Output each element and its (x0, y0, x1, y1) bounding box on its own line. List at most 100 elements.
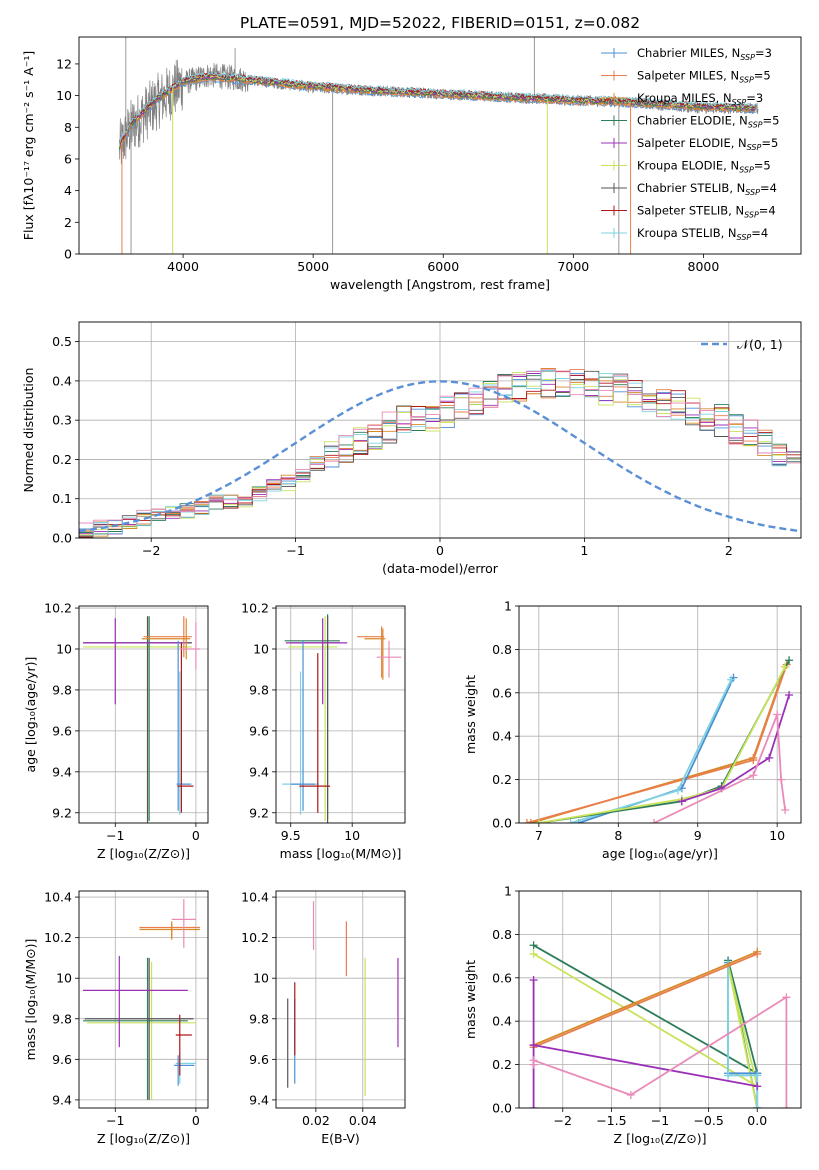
errorbar-point (175, 1014, 192, 1076)
y-tick-label: 9.4 (52, 1092, 72, 1107)
errorbar-point (179, 622, 200, 670)
spectrum-model-line (119, 72, 756, 145)
legend-label: Kroupa MILES, NSSP=3 (637, 91, 763, 107)
y-tick-label: 0.2 (492, 1057, 512, 1072)
spectrum-model-line (118, 71, 756, 146)
y-tick-label: 0.0 (492, 816, 512, 831)
weight-marker (773, 710, 782, 719)
weight-marker (781, 805, 790, 814)
y-tick-label: 10 (56, 641, 72, 656)
y-tick-label: 0.2 (52, 452, 72, 467)
axes-box (78, 890, 209, 1109)
weight-marker (781, 662, 790, 671)
histogram-step (79, 369, 801, 524)
weight-marker (749, 771, 758, 780)
figure-title: PLATE=0591, MJD=52022, FIBERID=0151, z=0… (240, 14, 640, 32)
weight-series-line (533, 950, 758, 1046)
y-tick-label: 9.8 (249, 1011, 269, 1026)
y-tick-label: 6 (64, 151, 72, 166)
x-tick-label: −0.5 (693, 1113, 723, 1128)
legend-label: Chabrier ELODIE, NSSP=5 (637, 114, 779, 130)
weight-marker (529, 949, 538, 958)
x-tick-label: −1 (106, 1113, 124, 1128)
panel-mass-vs-Z: −1 0 9.4 9.6 9.8 10 10.2 10.4 Z [log₁₀(Z/Z⊙)] mas… (23, 890, 209, 1146)
errorbar-point (357, 626, 385, 678)
y-tick-label: 9.2 (249, 805, 269, 820)
panel-residuals: −2 −1 0 1 2 0.0 0.1 0.2 0.3 0.4 0.5 (data-model)/er… (21, 321, 802, 576)
y-axis-label: mass weight (463, 960, 478, 1039)
y-tick-label: 12 (56, 56, 72, 71)
y-tick-label: 0.0 (492, 1101, 512, 1116)
x-tick-label: 1 (580, 543, 588, 558)
weight-marker (566, 819, 575, 823)
panel-weight-vs-Z: −2 −1.5 −1 −0.5 0.0 0.0 0.2 0.4 0.6 0.8 1 Z [log₁₀(… (463, 884, 802, 1146)
errorbar-point (171, 899, 196, 948)
y-tick-label: 10 (56, 88, 72, 103)
y-tick-label: 10.2 (44, 601, 72, 616)
y-tick-label: 0.4 (492, 729, 512, 744)
y-tick-label: 10.4 (44, 890, 72, 905)
y-tick-label: 10 (56, 971, 72, 986)
legend-label: Chabrier MILES, NSSP=3 (637, 46, 772, 62)
x-axis-label: Z [log₁₀(Z/Z⊙)] (97, 846, 190, 861)
weight-marker (526, 819, 535, 823)
x-tick-label: −1 (106, 828, 124, 843)
errorbar-point (299, 653, 331, 813)
plot-area (118, 37, 759, 254)
x-axis-label: Z [log₁₀(Z/Z⊙)] (614, 1131, 707, 1146)
legend-label: Salpeter MILES, NSSP=5 (637, 69, 771, 85)
weight-series-line (727, 964, 759, 1108)
plot-area (282, 614, 402, 823)
errorbar-point (83, 957, 188, 1100)
x-tick-label: 5000 (297, 259, 329, 274)
y-tick-label: 0.1 (52, 491, 72, 506)
x-tick-label: 0 (192, 828, 200, 843)
panel-weight-vs-age: 7 8 9 10 0.0 0.2 0.4 0.6 0.8 1 age [log₁₀(age/yr)]… (463, 599, 802, 861)
x-tick-label: 9 (694, 828, 702, 843)
weight-marker (753, 949, 762, 958)
axes-box (275, 890, 406, 1109)
errorbar-point (174, 1055, 195, 1086)
y-tick-label: 8 (64, 120, 72, 135)
x-tick-label: −2 (142, 543, 160, 558)
weight-marker (749, 756, 758, 765)
x-tick-label: 10 (769, 828, 785, 843)
y-tick-label: 10.4 (241, 890, 269, 905)
y-axis-label: age [log₁₀(age/yr)] (23, 657, 38, 773)
axes-frame: 9.5 10 9.2 9.4 9.6 9.8 10 10.2 mass [log₁₀(M/M⊙)… (241, 601, 406, 861)
x-tick-label: −1 (651, 1113, 669, 1128)
x-tick-label: 0.0 (747, 1113, 767, 1128)
axes-frame: −1 0 9.2 9.4 9.6 9.8 10 10.2 Z [log₁₀(Z/Z⊙)] age … (23, 601, 209, 861)
y-tick-label: 9.2 (52, 805, 72, 820)
x-tick-label: 9.5 (281, 828, 301, 843)
plot-area (83, 616, 200, 823)
y-axis-label: mass [log₁₀(M/M⊙)] (23, 939, 38, 1061)
errorbar-point (290, 640, 316, 811)
weight-marker (753, 1104, 762, 1108)
y-tick-label: 9.8 (249, 682, 269, 697)
x-axis-label: age [log₁₀(age/yr)] (602, 846, 718, 861)
x-tick-label: 0.04 (349, 1113, 377, 1128)
x-axis-label: (data-model)/error (382, 561, 499, 576)
panel-age-vs-mass: 9.5 10 9.2 9.4 9.6 9.8 10 10.2 mass [log₁₀(M/M⊙)… (241, 601, 406, 861)
x-tick-label: 0 (436, 543, 444, 558)
weight-marker (529, 1104, 538, 1108)
weight-marker (534, 819, 543, 823)
x-axis-label: Z [log₁₀(Z/Z⊙)] (97, 1131, 190, 1146)
errorbar-point (87, 961, 196, 1100)
y-tick-label: 0.6 (492, 970, 512, 985)
weight-marker (785, 656, 794, 665)
y-tick-label: 10.2 (241, 601, 269, 616)
errorbar-point (288, 616, 338, 821)
y-axis-label: Flux [fλ10⁻¹⁷ erg cm⁻² s⁻¹ A⁻¹] (21, 51, 36, 240)
weight-marker (724, 1071, 733, 1080)
x-tick-label: 7 (535, 828, 543, 843)
y-tick-label: 9.6 (249, 1052, 269, 1067)
weight-series-line (538, 666, 786, 823)
y-tick-label: 9.6 (52, 1052, 72, 1067)
y-tick-label: 4 (64, 183, 72, 198)
y-tick-label: 9.4 (52, 764, 72, 779)
y-tick-label: 0.8 (492, 927, 512, 942)
y-axis-label: Normed distribution (21, 368, 36, 493)
x-axis-label: mass [log₁₀(M/M⊙)] (280, 846, 402, 861)
